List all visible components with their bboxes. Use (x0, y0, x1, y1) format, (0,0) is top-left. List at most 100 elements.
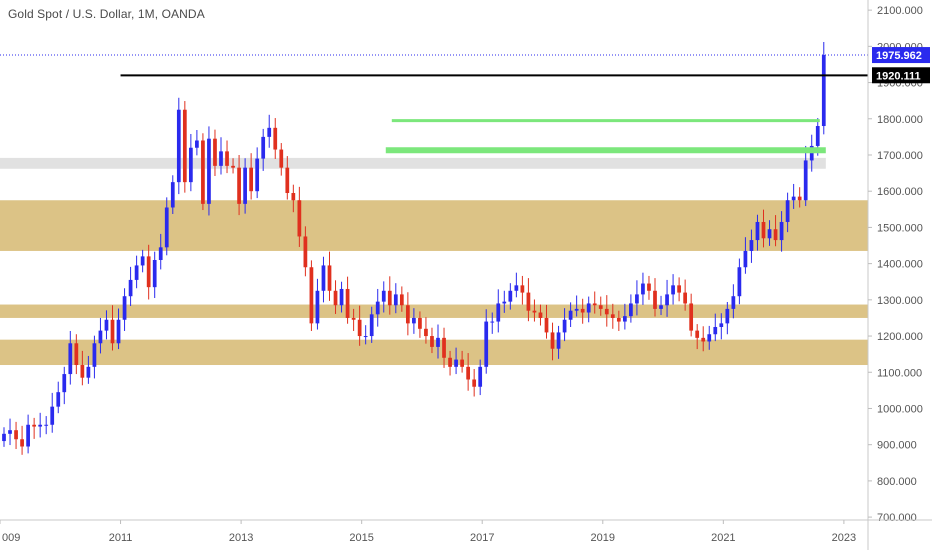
candle-body (622, 316, 627, 322)
candle-body (737, 267, 742, 297)
candle-body (653, 290, 657, 309)
candle-body (815, 126, 820, 146)
x-tick-label: 2023 (832, 532, 856, 544)
candle-body (351, 317, 356, 320)
candle-body (647, 283, 651, 291)
candle-body (152, 260, 157, 288)
candle-body (598, 305, 603, 309)
candle-body (659, 305, 663, 309)
x-tick-label: 2017 (470, 532, 494, 544)
candle-body (387, 290, 392, 306)
candle-body (580, 308, 585, 313)
candle-body (267, 127, 272, 137)
candle-body (677, 285, 681, 293)
candle-body (327, 265, 332, 291)
candle-body (26, 424, 30, 447)
candle-body (568, 310, 573, 320)
candle-body (20, 439, 24, 447)
y-tick-label: 1200.000 (877, 331, 923, 343)
candle-body (243, 167, 247, 204)
x-tick-label: 009 (2, 532, 20, 544)
y-tick-label: 1000.000 (877, 403, 923, 415)
candle-body (393, 294, 398, 306)
candle-body (261, 136, 266, 159)
zone-band (0, 304, 868, 318)
candle-body (424, 328, 428, 337)
candle-body (574, 308, 579, 311)
candle-body (418, 317, 422, 329)
candle-body (797, 196, 802, 201)
candle-body (375, 301, 380, 315)
candle-body (188, 147, 193, 183)
candle-body (538, 312, 543, 318)
candle-body (207, 138, 211, 204)
candle-body (62, 374, 67, 393)
candle-body (478, 366, 483, 387)
candle-body (146, 256, 151, 288)
candle-body (713, 326, 718, 335)
candle-body (345, 288, 350, 318)
candle-body (195, 140, 199, 148)
candle-body (315, 290, 320, 324)
candle-body (532, 310, 537, 313)
candle-body (496, 303, 501, 322)
candle-body (472, 379, 477, 387)
y-tick-label: 1600.000 (877, 186, 923, 198)
candle-body (38, 424, 43, 427)
candle-body (279, 149, 284, 168)
candle-body (520, 285, 525, 293)
candle-body (104, 319, 109, 331)
candle-body (430, 336, 434, 347)
candle-body (86, 366, 91, 378)
y-tick-label: 1100.000 (877, 367, 922, 379)
candle-body (671, 285, 675, 295)
candle-body (695, 330, 700, 338)
candle-body (122, 296, 127, 320)
candle-body (448, 357, 452, 367)
candle-body (767, 229, 772, 239)
candle-body (641, 283, 645, 295)
zone-band (0, 157, 826, 169)
candle-body (785, 200, 790, 222)
candle-body (484, 321, 489, 367)
candle-body (140, 256, 145, 266)
zones-layer (0, 157, 868, 366)
candle-body (158, 247, 163, 260)
candle-body (466, 366, 471, 380)
candle-body (460, 359, 464, 367)
candle-body (285, 167, 290, 194)
candle-body (803, 160, 808, 201)
candle-body (514, 285, 519, 291)
candle-body (586, 303, 591, 313)
x-tick-label: 2021 (711, 532, 735, 544)
candle-body (405, 305, 410, 324)
candle-body (303, 236, 308, 268)
candle-body (490, 321, 495, 323)
candle-body (297, 200, 302, 237)
candle-body (701, 337, 706, 342)
candle-body (291, 193, 296, 201)
chart-title: Gold Spot / U.S. Dollar, 1M, OANDA (8, 7, 205, 21)
candle-body (32, 424, 37, 427)
candle-body (749, 240, 754, 251)
candle-body (562, 319, 567, 333)
candle-body (556, 332, 561, 349)
candle-body (550, 332, 555, 349)
candle-body (74, 343, 79, 366)
candle-body (2, 433, 6, 442)
candle-body (436, 337, 440, 347)
candle-body (321, 265, 326, 291)
candle-body (225, 151, 229, 166)
price-label-box (872, 47, 930, 64)
candle-body (635, 294, 639, 304)
zone-band (0, 339, 868, 366)
x-tick-label: 2011 (109, 532, 133, 544)
lines-layer (0, 54, 868, 154)
y-tick-label: 1500.000 (877, 222, 923, 234)
candle-body (128, 279, 133, 297)
candle-body (92, 343, 97, 367)
candle-body (773, 229, 778, 241)
candle-body (544, 317, 549, 333)
